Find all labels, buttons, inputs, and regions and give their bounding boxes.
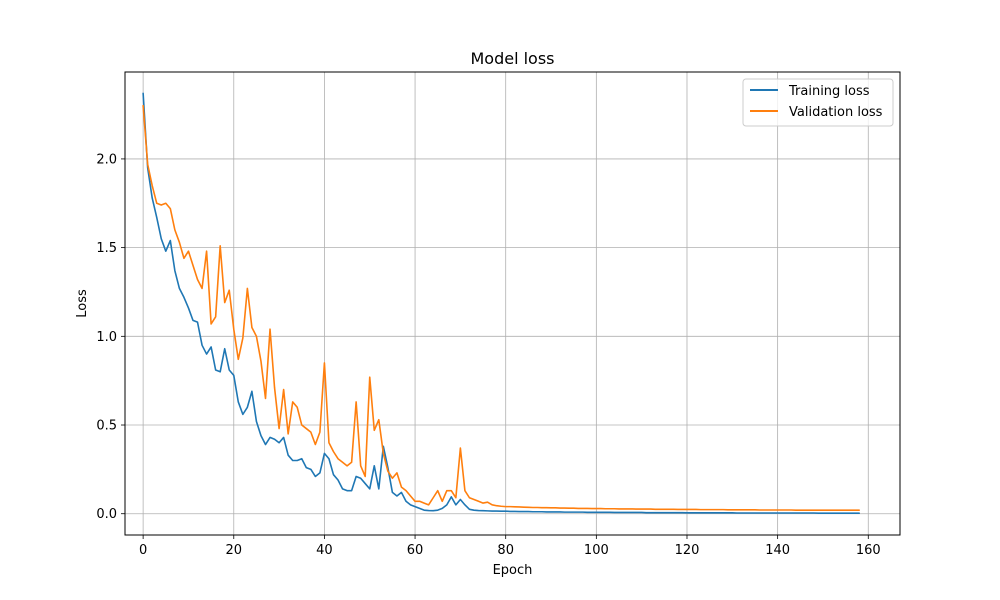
- x-tick-label: 60: [407, 543, 424, 558]
- x-tick-label: 40: [316, 543, 333, 558]
- y-tick-label: 1.5: [96, 241, 117, 256]
- legend: Training loss Validation loss: [742, 78, 894, 127]
- x-tick-label: 80: [497, 543, 514, 558]
- legend-label-validation: Validation loss: [789, 105, 883, 120]
- x-tick-label: 100: [584, 543, 609, 558]
- x-axis-label: Epoch: [493, 563, 533, 578]
- y-axis-ticks: 0.0 0.5 1.0 1.5 2.0: [96, 152, 125, 522]
- x-tick-label: 160: [856, 543, 881, 558]
- x-tick-label: 120: [675, 543, 700, 558]
- series-lines: [142, 92, 861, 514]
- y-tick-label: 0.0: [96, 507, 117, 522]
- y-tick-label: 0.5: [96, 419, 117, 434]
- y-tick-label: 1.0: [96, 330, 117, 345]
- x-tick-label: 0: [139, 543, 147, 558]
- x-tick-label: 20: [225, 543, 242, 558]
- y-axis-label: Loss: [75, 289, 90, 318]
- x-axis-ticks: 0 20 40 60 80 100 120 140 160: [139, 535, 881, 558]
- legend-label-training: Training loss: [788, 84, 870, 99]
- y-tick-label: 2.0: [96, 152, 117, 167]
- x-tick-label: 140: [765, 543, 790, 558]
- training-loss-line: [142, 92, 861, 514]
- plot-frame: [124, 71, 901, 536]
- validation-loss-line: [142, 104, 861, 511]
- chart-title: Model loss: [470, 49, 554, 68]
- legend-box: [742, 78, 894, 127]
